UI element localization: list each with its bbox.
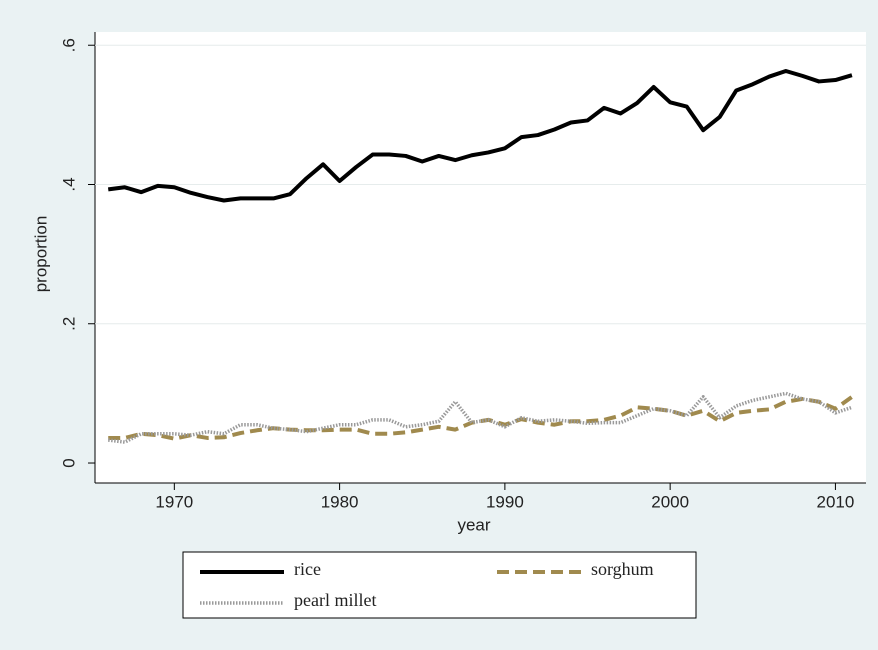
series-line — [108, 395, 854, 441]
y-tick-label: .6 — [59, 38, 78, 52]
y-axis-title: proportion — [31, 216, 50, 293]
x-tick-label: 2010 — [817, 492, 855, 511]
plot-area — [95, 32, 866, 483]
x-tick-label: 1970 — [155, 492, 193, 511]
legend-label: pearl millet — [294, 590, 376, 610]
y-tick-label: .2 — [59, 317, 78, 331]
x-tick-label: 1980 — [321, 492, 359, 511]
series-line — [107, 68, 853, 203]
series-line — [108, 391, 853, 444]
y-tick-label: 0 — [59, 458, 78, 467]
x-tick-label: 1990 — [486, 492, 524, 511]
legend — [182, 551, 697, 619]
y-tick-label: .4 — [59, 177, 78, 191]
x-axis-title: year — [457, 515, 490, 534]
legend-label: rice — [294, 559, 321, 579]
legend-label: sorghum — [591, 559, 654, 579]
x-tick-label: 2000 — [651, 492, 689, 511]
